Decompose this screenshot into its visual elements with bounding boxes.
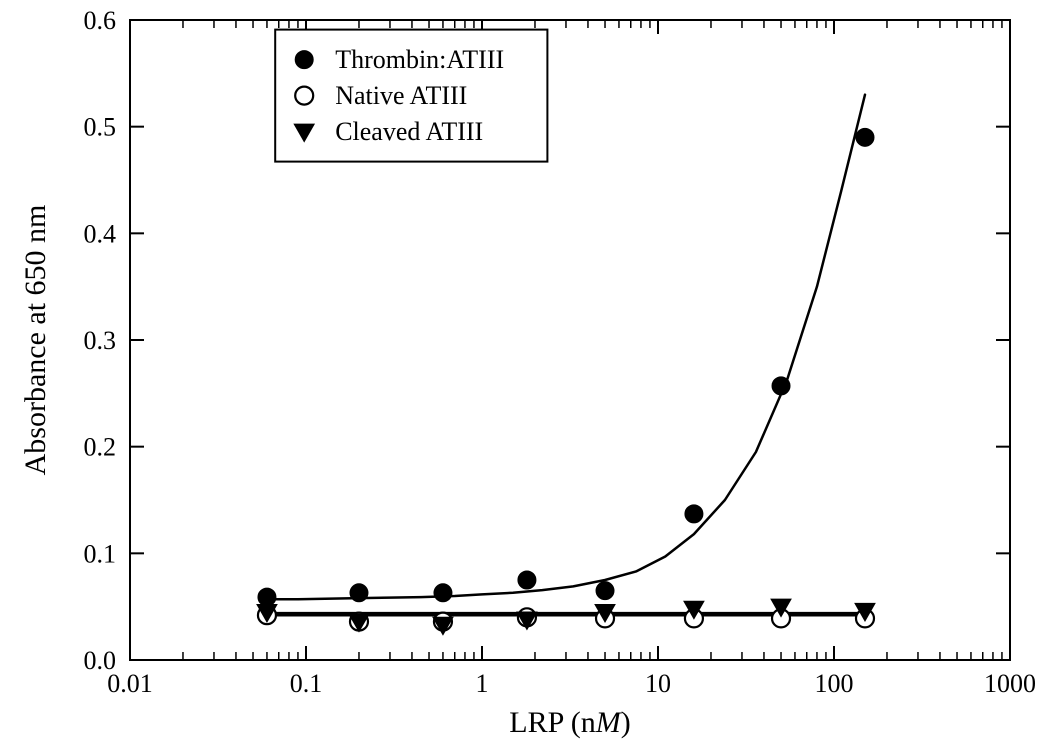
legend-label: Cleaved ATIII <box>335 117 483 146</box>
chart-svg: 0.010.111010010000.00.10.20.30.40.50.6Ab… <box>0 0 1050 748</box>
legend-label: Thrombin:ATIII <box>335 45 504 74</box>
x-tick-label: 1000 <box>984 669 1036 698</box>
y-tick-label: 0.1 <box>84 539 117 568</box>
y-tick-label: 0.3 <box>84 326 117 355</box>
x-tick-label: 0.1 <box>290 669 323 698</box>
y-tick-label: 0.5 <box>84 113 117 142</box>
x-tick-label: 1 <box>476 669 489 698</box>
chart-container: 0.010.111010010000.00.10.20.30.40.50.6Ab… <box>0 0 1050 748</box>
x-tick-label: 100 <box>815 669 854 698</box>
legend-label: Native ATIII <box>335 81 467 110</box>
x-axis-label: LRP (nM) <box>509 706 630 739</box>
y-axis-label: Absorbance at 650 nm <box>19 205 52 476</box>
legend: Thrombin:ATIII Native ATIII Cleaved ATIII <box>275 30 547 162</box>
x-tick-label: 10 <box>645 669 671 698</box>
y-tick-label: 0.6 <box>84 6 117 35</box>
y-tick-label: 0.0 <box>84 646 117 675</box>
y-tick-label: 0.4 <box>84 219 117 248</box>
y-tick-label: 0.2 <box>84 433 117 462</box>
